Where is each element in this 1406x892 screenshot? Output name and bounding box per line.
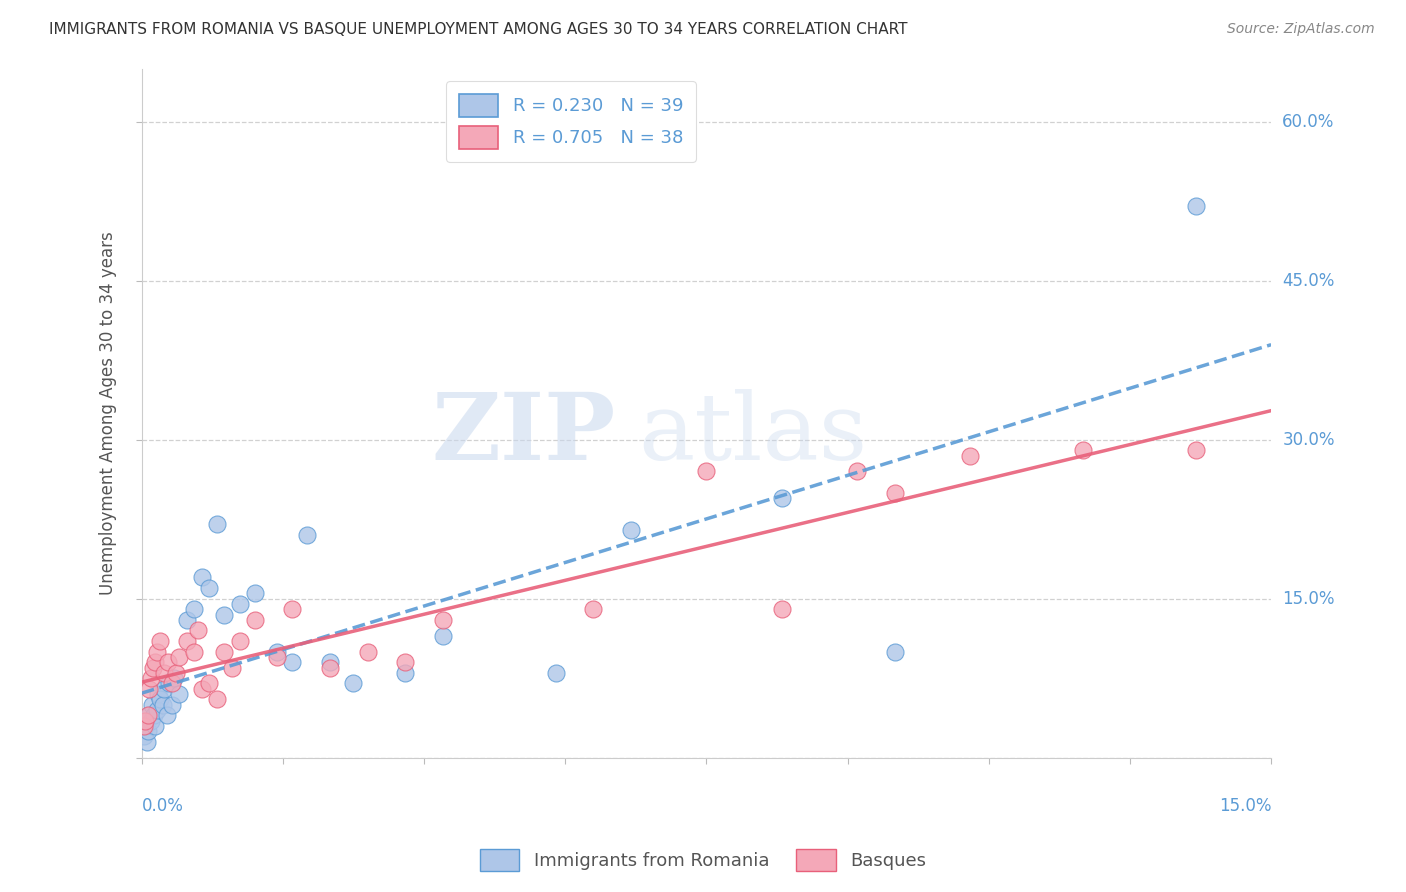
Point — [183, 602, 205, 616]
Point — [143, 655, 166, 669]
Point — [143, 719, 166, 733]
Point — [221, 660, 243, 674]
Text: atlas: atlas — [638, 389, 868, 479]
Point — [132, 719, 155, 733]
Point — [134, 714, 156, 728]
Text: Source: ZipAtlas.com: Source: ZipAtlas.com — [1227, 22, 1375, 37]
Legend: Immigrants from Romania, Basques: Immigrants from Romania, Basques — [472, 842, 934, 879]
Point — [163, 671, 186, 685]
Point — [136, 708, 159, 723]
Point — [139, 714, 162, 728]
Point — [695, 464, 717, 478]
Point — [155, 708, 177, 723]
Point — [356, 645, 378, 659]
Point — [153, 681, 176, 696]
Point — [132, 730, 155, 744]
Point — [145, 645, 167, 659]
Point — [770, 491, 793, 505]
Point — [394, 655, 416, 669]
Text: 60.0%: 60.0% — [1282, 112, 1334, 130]
Point — [297, 528, 319, 542]
Point — [141, 698, 163, 712]
Point — [145, 703, 167, 717]
Point — [142, 660, 165, 674]
Point — [157, 655, 180, 669]
Point — [160, 698, 183, 712]
Point — [149, 692, 172, 706]
Point — [214, 645, 236, 659]
Point — [183, 645, 205, 659]
Point — [139, 671, 162, 685]
Point — [1071, 443, 1094, 458]
Point — [342, 676, 364, 690]
Point — [582, 602, 605, 616]
Point — [243, 586, 266, 600]
Point — [149, 634, 172, 648]
Point — [1185, 199, 1208, 213]
Point — [152, 698, 174, 712]
Point — [169, 649, 191, 664]
Point — [266, 645, 288, 659]
Text: ZIP: ZIP — [432, 389, 616, 479]
Legend: R = 0.230   N = 39, R = 0.705   N = 38: R = 0.230 N = 39, R = 0.705 N = 38 — [446, 81, 696, 161]
Text: 15.0%: 15.0% — [1219, 797, 1271, 814]
Point — [138, 708, 160, 723]
Point — [157, 676, 180, 690]
Point — [319, 660, 342, 674]
Point — [165, 665, 187, 680]
Point — [432, 629, 454, 643]
Text: 15.0%: 15.0% — [1282, 590, 1334, 607]
Point — [544, 665, 567, 680]
Point — [846, 464, 869, 478]
Point — [176, 634, 198, 648]
Y-axis label: Unemployment Among Ages 30 to 34 years: Unemployment Among Ages 30 to 34 years — [100, 231, 117, 595]
Text: 0.0%: 0.0% — [142, 797, 184, 814]
Point — [281, 602, 304, 616]
Point — [138, 681, 160, 696]
Point — [394, 665, 416, 680]
Point — [191, 681, 214, 696]
Point — [205, 517, 228, 532]
Point — [160, 676, 183, 690]
Text: IMMIGRANTS FROM ROMANIA VS BASQUE UNEMPLOYMENT AMONG AGES 30 TO 34 YEARS CORRELA: IMMIGRANTS FROM ROMANIA VS BASQUE UNEMPL… — [49, 22, 908, 37]
Point — [148, 687, 170, 701]
Point — [228, 634, 250, 648]
Point — [138, 724, 160, 739]
Point — [883, 645, 905, 659]
Point — [136, 735, 159, 749]
Point — [198, 581, 221, 595]
Point — [243, 613, 266, 627]
Point — [432, 613, 454, 627]
Point — [205, 692, 228, 706]
Point — [153, 665, 176, 680]
Point — [228, 597, 250, 611]
Text: 45.0%: 45.0% — [1282, 271, 1334, 290]
Point — [191, 570, 214, 584]
Point — [281, 655, 304, 669]
Point — [187, 624, 209, 638]
Point — [169, 687, 191, 701]
Point — [176, 613, 198, 627]
Point — [620, 523, 643, 537]
Text: 30.0%: 30.0% — [1282, 431, 1334, 449]
Point — [959, 449, 981, 463]
Point — [883, 485, 905, 500]
Point — [214, 607, 236, 622]
Point — [134, 719, 156, 733]
Point — [198, 676, 221, 690]
Point — [319, 655, 342, 669]
Point — [1185, 443, 1208, 458]
Point — [142, 708, 165, 723]
Point — [770, 602, 793, 616]
Point — [266, 649, 288, 664]
